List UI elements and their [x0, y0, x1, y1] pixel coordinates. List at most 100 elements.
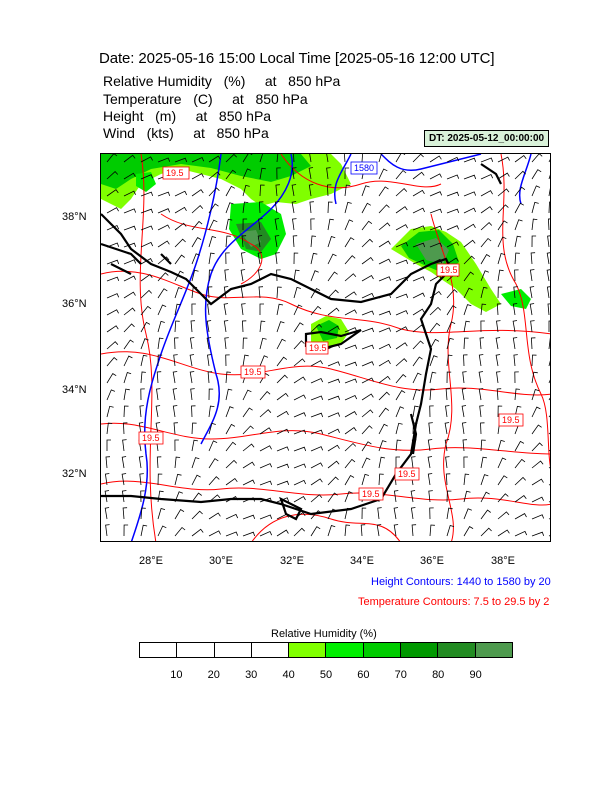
wind-barb — [377, 507, 382, 520]
wind-barb — [480, 173, 494, 180]
colorbar-box — [289, 643, 327, 657]
wind-barb — [395, 241, 409, 248]
wind-barb — [361, 154, 363, 163]
svg-text:19.5: 19.5 — [309, 343, 327, 353]
wind-barb — [293, 322, 304, 333]
wind-barb — [412, 405, 419, 418]
wind-barb — [378, 359, 391, 367]
wind-barb — [308, 184, 314, 197]
colorbar — [139, 642, 513, 658]
wind-barb — [207, 354, 212, 367]
wind-barb — [480, 527, 492, 537]
wind-barb — [463, 526, 474, 537]
svg-text:19.5: 19.5 — [502, 415, 520, 425]
wind-barb — [225, 388, 233, 401]
wind-barb — [344, 273, 357, 282]
wind-barb — [106, 439, 111, 451]
contour-label-9: 19.5 — [358, 487, 384, 501]
wind-barb — [361, 238, 373, 248]
wind-barb — [258, 218, 263, 231]
wind-barb — [361, 256, 374, 265]
wind-barb — [157, 157, 171, 163]
wind-barb — [531, 424, 542, 435]
wind-barb — [225, 406, 234, 418]
wind-barb — [463, 255, 475, 265]
wind-barb — [514, 530, 528, 537]
wind-barb — [276, 286, 282, 299]
wind-barb — [274, 218, 280, 231]
wind-barb — [242, 218, 248, 231]
wind-barb — [497, 253, 506, 265]
wind-barb — [292, 235, 298, 248]
wind-barb — [257, 269, 263, 282]
wind-barb — [223, 303, 229, 316]
wind-barb — [242, 354, 249, 367]
wind-barb — [276, 321, 285, 333]
wind-barb — [208, 512, 221, 520]
wind-barb — [531, 406, 541, 418]
wind-barb — [446, 490, 452, 503]
contour-label-4: 19.5 — [305, 341, 329, 355]
wind-barb — [514, 219, 523, 231]
wind-barb — [512, 320, 518, 333]
wind-barb — [190, 320, 196, 333]
wind-barb — [225, 169, 237, 180]
colorbar-box — [401, 643, 439, 657]
wind-barb — [462, 371, 467, 384]
wind-barb — [293, 394, 306, 401]
wind-barb — [410, 507, 416, 520]
wind-barb — [275, 252, 280, 265]
wind-barb — [293, 340, 305, 350]
wind-barb — [291, 201, 297, 214]
wind-barb — [463, 271, 474, 282]
wind-barb — [429, 405, 434, 418]
wind-barb — [412, 388, 421, 401]
wind-barb — [395, 358, 408, 367]
wind-barb — [276, 269, 281, 282]
wind-barb — [310, 446, 324, 452]
wind-barb — [429, 173, 442, 180]
wind-barb — [327, 524, 336, 537]
wind-barb — [276, 446, 290, 452]
wind-barb — [344, 237, 355, 248]
wind-barb — [106, 389, 116, 401]
wind-barb — [531, 218, 538, 231]
wind-barb — [548, 415, 550, 418]
wind-barb — [497, 405, 503, 418]
wind-barb — [207, 371, 213, 384]
wind-barb — [206, 337, 212, 350]
wind-barb — [445, 456, 450, 469]
wind-barb — [140, 388, 145, 401]
wind-barb — [344, 327, 358, 333]
wind-barb — [446, 174, 460, 180]
wind-barb — [140, 289, 152, 299]
contour-label-5: 19.5 — [240, 365, 266, 379]
wind-barb — [242, 425, 254, 435]
wind-barb — [293, 154, 295, 163]
wind-barb — [174, 157, 188, 163]
wind-barb — [344, 458, 356, 469]
wind-barb — [257, 252, 263, 265]
wind-barb — [157, 208, 171, 214]
wind-barb — [361, 473, 370, 486]
svg-text:19.5: 19.5 — [362, 489, 380, 499]
wind-barb — [446, 337, 454, 350]
wind-barb — [208, 236, 217, 248]
colorbar-label: 70 — [394, 669, 407, 681]
wind-barb — [479, 405, 484, 418]
contour-label-8: 19.5 — [394, 467, 420, 481]
wind-barb — [530, 337, 536, 350]
wind-barb — [174, 206, 187, 214]
wind-barb — [480, 456, 488, 469]
wind-barb — [242, 461, 255, 469]
wind-barb — [106, 207, 119, 214]
wind-barb — [463, 320, 470, 333]
wind-barb — [514, 513, 527, 520]
wind-barb — [259, 303, 264, 315]
wind-barb — [411, 524, 417, 537]
wind-barb — [462, 439, 468, 452]
wind-barb — [480, 320, 485, 333]
wind-barb — [157, 191, 171, 197]
wind-barb — [106, 276, 120, 282]
wind-barb — [496, 388, 502, 401]
